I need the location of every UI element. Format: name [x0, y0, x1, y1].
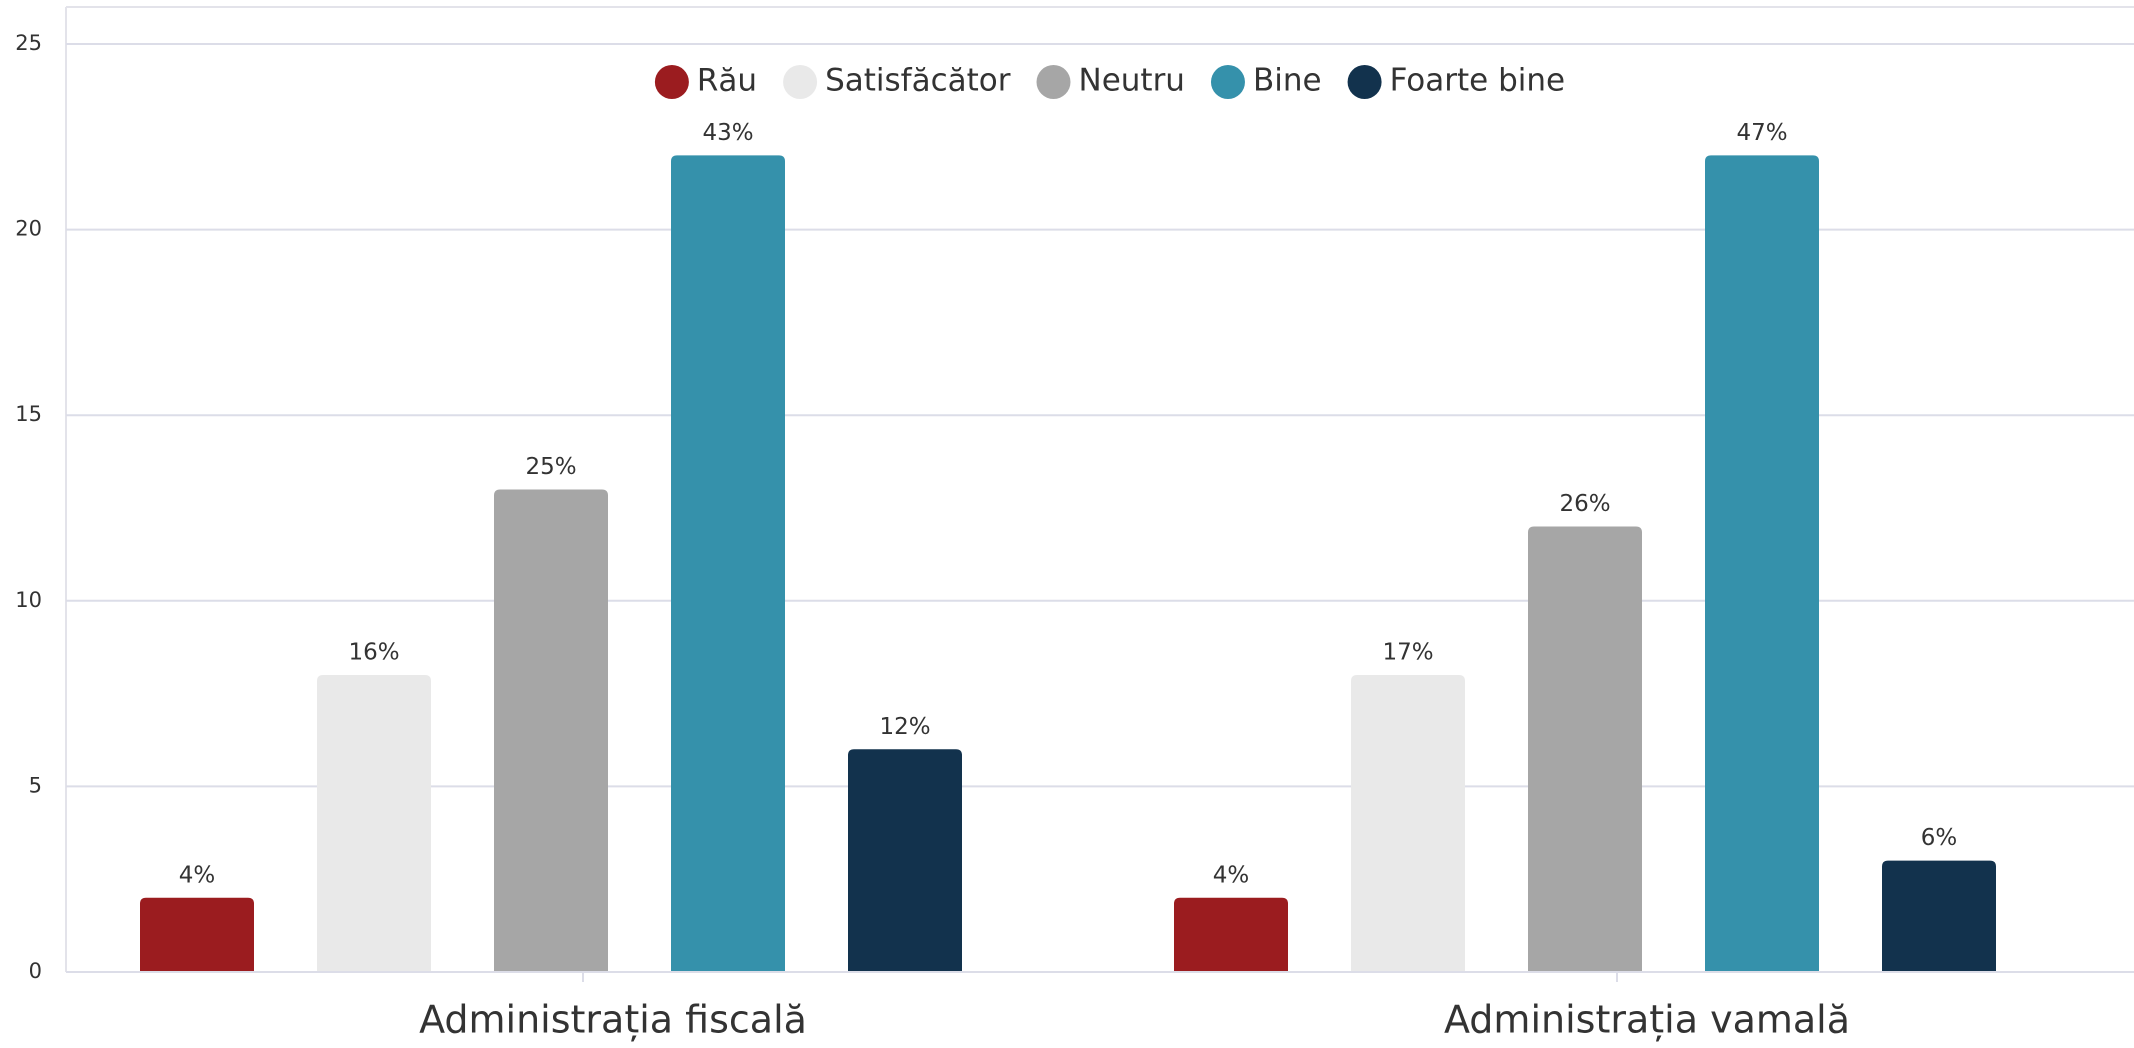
value-label: 4% [1213, 862, 1250, 888]
legend-marker [1347, 65, 1382, 99]
bar [140, 897, 254, 972]
bar [1528, 526, 1642, 972]
bar [1174, 897, 1288, 972]
value-label: 12% [879, 714, 930, 740]
value-label: 4% [179, 862, 216, 888]
value-label: 47% [1736, 120, 1787, 146]
legend-label: Satisfăcător [825, 63, 1011, 99]
value-label: 16% [348, 640, 399, 666]
y-tick-label: 25 [15, 31, 42, 55]
y-tick-label: 5 [29, 773, 42, 797]
legend-label: Foarte bine [1390, 63, 1566, 99]
value-label: 17% [1382, 640, 1433, 666]
bar [1882, 860, 1996, 972]
y-tick-label: 20 [15, 217, 42, 241]
x-tick-label: Administrația fiscală [419, 998, 807, 1042]
value-label: 6% [1921, 825, 1958, 851]
value-label: 26% [1559, 491, 1610, 517]
x-tick-label: Administrația vamală [1444, 998, 1850, 1042]
legend-label: Bine [1253, 63, 1322, 99]
legend-marker [783, 65, 818, 99]
value-label: 43% [702, 120, 753, 146]
value-label: 25% [525, 454, 576, 480]
bar [317, 675, 431, 972]
bar [494, 489, 608, 972]
legend-label: Neutru [1079, 63, 1185, 99]
y-tick-label: 0 [29, 959, 42, 983]
legend-marker [654, 65, 689, 99]
bar [848, 749, 962, 972]
legend-label: Rău [697, 63, 757, 99]
legend-marker [1210, 65, 1245, 99]
y-tick-label: 15 [15, 402, 42, 426]
bar [1705, 155, 1819, 973]
bar [1351, 675, 1465, 972]
bar [671, 155, 785, 973]
legend-marker [1036, 65, 1071, 99]
y-tick-label: 10 [15, 588, 42, 612]
